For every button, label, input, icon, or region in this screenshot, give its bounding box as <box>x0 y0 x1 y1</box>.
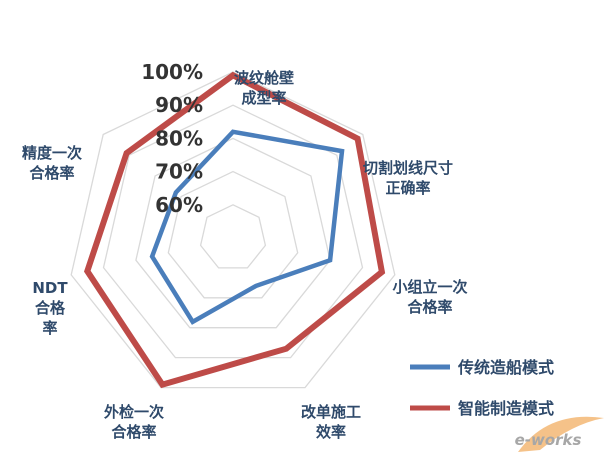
tick-label: 60% <box>155 193 203 217</box>
axis-label: 成型率 <box>241 89 286 107</box>
grid-ring <box>199 204 267 269</box>
axis-label: 率 <box>42 319 57 337</box>
axis-label: 波纹舱壁 <box>234 69 294 87</box>
axis-label: 精度一次 <box>22 144 82 162</box>
tick-label: 70% <box>155 160 203 184</box>
axis-label: 外检一次 <box>103 403 164 421</box>
tick-label: 100% <box>141 60 203 84</box>
legend-label: 传统造船模式 <box>457 358 554 377</box>
radar-axis-labels: 波纹舱壁成型率切割划线尺寸正确率小组立一次合格率改单施工效率外检一次合格率NDT… <box>22 69 468 441</box>
radar-series-group <box>83 71 386 389</box>
axis-label: 合格 <box>34 299 66 317</box>
grid-ring <box>70 71 396 389</box>
e-works-watermark: e-works <box>515 416 604 452</box>
axis-label: 合格率 <box>406 298 452 316</box>
axis-label: 切割划线尺寸 <box>363 159 453 177</box>
grid-ring <box>135 137 331 329</box>
watermark-swoosh <box>518 416 604 452</box>
tick-label: 90% <box>155 93 203 117</box>
series-line-smart <box>83 71 386 389</box>
radar-tick-labels: 60% 70% 80% 90% 100% <box>141 60 203 217</box>
tick-label: 80% <box>155 126 203 150</box>
axis-label: 合格率 <box>28 164 74 182</box>
radar-grid <box>70 71 396 389</box>
axis-label: 合格率 <box>110 423 156 441</box>
watermark-text: e-works <box>515 431 582 449</box>
axis-label: 正确率 <box>385 179 430 197</box>
axis-label: NDT <box>32 279 68 297</box>
axis-label: 小组立一次 <box>392 278 467 296</box>
legend-label: 智能制造模式 <box>458 399 554 418</box>
axis-label: 效率 <box>316 423 346 441</box>
series-line-traditional <box>149 129 345 325</box>
axis-label: 改单施工 <box>301 403 361 421</box>
